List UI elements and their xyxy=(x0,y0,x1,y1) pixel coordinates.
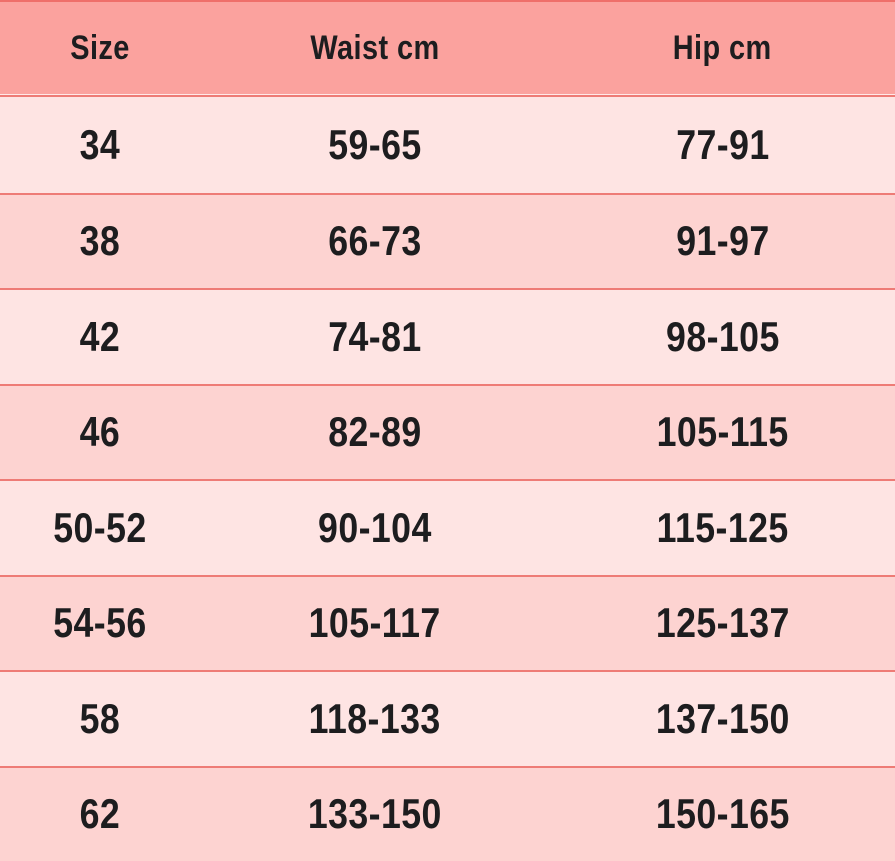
cell-hip: 91-97 xyxy=(550,192,895,288)
table-body: 34 59-65 77-91 38 66-73 91-97 42 74-81 9… xyxy=(0,97,895,861)
cell-hip: 115-125 xyxy=(550,479,895,575)
cell-size: 34 xyxy=(0,97,200,193)
cell-waist: 90-104 xyxy=(200,479,550,575)
cell-value: 115-125 xyxy=(656,503,789,551)
table-row: 54-56 105-117 125-137 xyxy=(0,574,895,670)
cell-hip: 125-137 xyxy=(550,574,895,670)
cell-waist: 59-65 xyxy=(200,97,550,193)
cell-value: 105-117 xyxy=(308,599,442,647)
cell-waist: 105-117 xyxy=(200,574,550,670)
cell-value: 150-165 xyxy=(655,790,790,838)
table-row: 62 133-150 150-165 xyxy=(0,765,895,861)
cell-size: 50-52 xyxy=(0,479,200,575)
column-header-hip-label: Hip cm xyxy=(673,29,772,67)
cell-value: 62 xyxy=(79,790,121,838)
column-header-waist-label: Waist cm xyxy=(310,29,440,67)
table-row: 46 82-89 105-115 xyxy=(0,383,895,479)
cell-value: 58 xyxy=(79,694,121,742)
cell-value: 38 xyxy=(79,217,121,265)
cell-value: 105-115 xyxy=(656,408,789,456)
table-header: Size Waist cm Hip cm xyxy=(0,0,895,97)
cell-value: 90-104 xyxy=(318,503,432,551)
cell-value: 46 xyxy=(79,408,121,456)
cell-waist: 133-150 xyxy=(200,765,550,861)
cell-value: 98-105 xyxy=(665,312,780,360)
column-header-size-label: Size xyxy=(70,29,130,67)
cell-value: 34 xyxy=(79,120,121,168)
cell-size: 62 xyxy=(0,765,200,861)
cell-size: 38 xyxy=(0,192,200,288)
table-row: 58 118-133 137-150 xyxy=(0,670,895,766)
cell-value: 66-73 xyxy=(328,217,422,265)
cell-value: 50-52 xyxy=(53,503,147,551)
cell-value: 118-133 xyxy=(308,694,442,742)
cell-waist: 82-89 xyxy=(200,383,550,479)
cell-value: 77-91 xyxy=(675,120,770,168)
column-header-size: Size xyxy=(0,0,200,97)
cell-waist: 66-73 xyxy=(200,192,550,288)
cell-value: 137-150 xyxy=(655,694,790,742)
cell-value: 125-137 xyxy=(655,599,790,647)
cell-value: 82-89 xyxy=(328,408,422,456)
cell-hip: 77-91 xyxy=(550,97,895,193)
cell-value: 59-65 xyxy=(328,120,422,168)
cell-hip: 98-105 xyxy=(550,288,895,384)
cell-waist: 74-81 xyxy=(200,288,550,384)
cell-value: 42 xyxy=(79,312,121,360)
cell-waist: 118-133 xyxy=(200,670,550,766)
table-row: 38 66-73 91-97 xyxy=(0,192,895,288)
column-header-waist: Waist cm xyxy=(200,0,550,97)
cell-size: 54-56 xyxy=(0,574,200,670)
cell-size: 46 xyxy=(0,383,200,479)
header-row: Size Waist cm Hip cm xyxy=(0,0,895,97)
cell-value: 74-81 xyxy=(328,312,422,360)
column-header-hip: Hip cm xyxy=(550,0,895,97)
cell-value: 91-97 xyxy=(675,217,770,265)
table-row: 50-52 90-104 115-125 xyxy=(0,479,895,575)
cell-hip: 150-165 xyxy=(550,765,895,861)
cell-hip: 105-115 xyxy=(550,383,895,479)
cell-size: 42 xyxy=(0,288,200,384)
table-row: 42 74-81 98-105 xyxy=(0,288,895,384)
cell-value: 133-150 xyxy=(307,790,442,838)
cell-size: 58 xyxy=(0,670,200,766)
table-row: 34 59-65 77-91 xyxy=(0,97,895,193)
cell-hip: 137-150 xyxy=(550,670,895,766)
cell-value: 54-56 xyxy=(53,599,147,647)
